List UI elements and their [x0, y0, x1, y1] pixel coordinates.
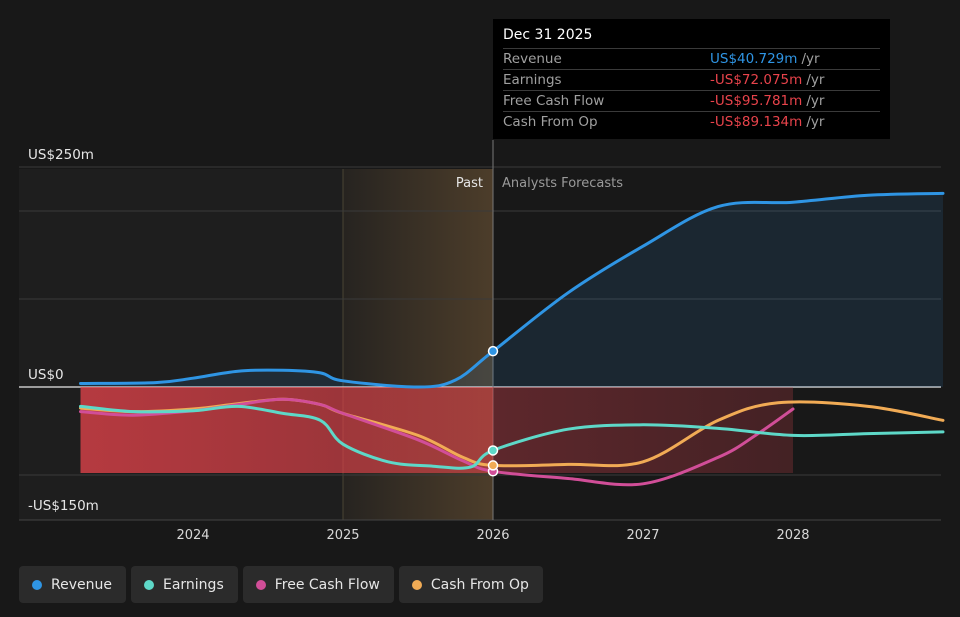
forecast-label: Analysts Forecasts [502, 176, 623, 191]
tooltip-row-earnings: Earnings -US$72.075m /yr [503, 69, 880, 90]
tooltip: Dec 31 2025 Revenue US$40.729m /yr Earni… [493, 19, 890, 139]
legend-dot-icon [143, 579, 154, 590]
legend-item-revenue[interactable]: Revenue [19, 566, 126, 603]
legend-label: Cash From Op [430, 576, 529, 593]
y-axis-label: -US$150m [28, 498, 99, 514]
tooltip-value: -US$95.781m [710, 93, 803, 109]
y-axis-label: US$0 [28, 367, 64, 383]
x-tick-label: 2025 [326, 528, 359, 543]
legend-dot-icon [32, 579, 42, 590]
tooltip-value: -US$89.134m [710, 114, 803, 130]
tooltip-row-free-cash-flow: Free Cash Flow -US$95.781m /yr [503, 90, 880, 111]
past-label: Past [456, 176, 483, 191]
legend: Revenue Earnings Free Cash Flow Cash Fro… [19, 566, 543, 603]
legend-label: Earnings [162, 576, 224, 593]
x-tick-label: 2024 [176, 528, 209, 543]
negative-past-fill [80, 387, 493, 473]
series-line-earnings [79, 404, 945, 470]
tooltip-label: Cash From Op [503, 114, 598, 130]
legend-dot-icon [255, 579, 266, 590]
tooltip-label: Revenue [503, 51, 562, 67]
x-tick-label: 2027 [626, 528, 659, 543]
tooltip-date: Dec 31 2025 [503, 27, 593, 43]
legend-item-earnings[interactable]: Earnings [130, 566, 238, 603]
tooltip-unit: /yr [806, 114, 825, 130]
tooltip-value: US$40.729m [710, 51, 798, 67]
series-line-revenue [79, 191, 945, 389]
marker-earnings [487, 445, 499, 456]
x-tick-label: 2026 [476, 528, 509, 543]
tooltip-value: -US$72.075m [710, 72, 803, 88]
tooltip-unit: /yr [806, 72, 825, 88]
legend-item-cash-from-op[interactable]: Cash From Op [398, 566, 543, 603]
tooltip-label: Free Cash Flow [503, 93, 605, 109]
legend-dot-icon [411, 579, 422, 590]
tooltip-row-cash-from-op: Cash From Op -US$89.134m /yr [503, 111, 880, 132]
tooltip-label: Earnings [503, 72, 562, 88]
x-tick-label: 2028 [776, 528, 809, 543]
legend-item-free-cash-flow[interactable]: Free Cash Flow [242, 566, 394, 603]
tooltip-row-revenue: Revenue US$40.729m /yr [503, 48, 880, 69]
tooltip-unit: /yr [806, 93, 825, 109]
tooltip-unit: /yr [801, 51, 820, 67]
marker-revenue [487, 345, 499, 357]
revenue-area [80, 193, 943, 388]
y-axis-label: US$250m [28, 147, 94, 163]
legend-label: Revenue [51, 576, 112, 593]
legend-label: Free Cash Flow [274, 576, 380, 593]
marker-cash-from-op [487, 460, 499, 471]
